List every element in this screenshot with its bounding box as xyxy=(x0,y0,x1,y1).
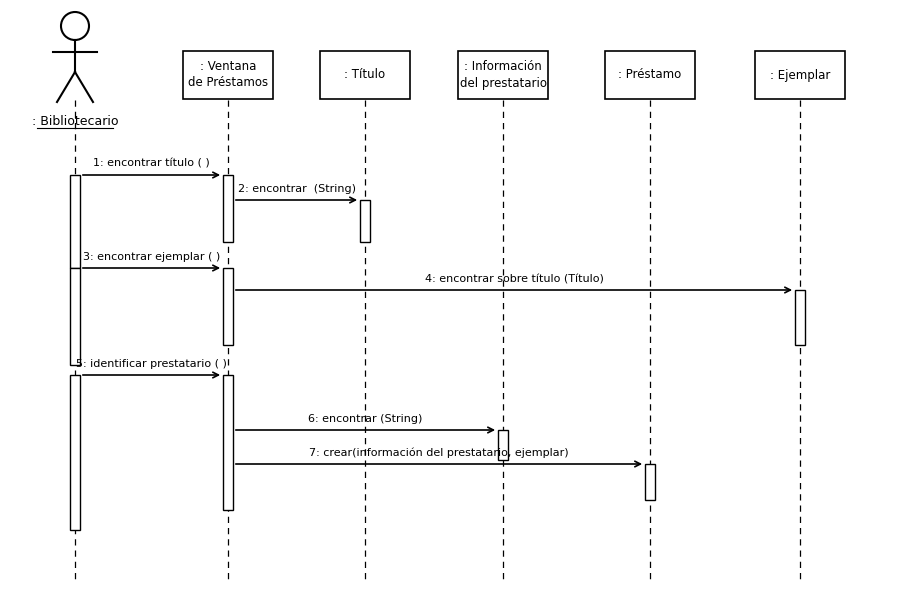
Text: 7: crear(información del prestatario, ejemplar): 7: crear(información del prestatario, ej… xyxy=(310,447,569,458)
Text: 4: encontrar sobre título (Título): 4: encontrar sobre título (Título) xyxy=(425,274,603,284)
Bar xyxy=(223,375,233,510)
Bar xyxy=(755,51,845,99)
Bar xyxy=(458,51,548,99)
Bar xyxy=(70,175,80,268)
Text: 3: encontrar ejemplar ( ): 3: encontrar ejemplar ( ) xyxy=(83,252,220,262)
Text: : Información
del prestatario: : Información del prestatario xyxy=(460,60,546,90)
Text: 2: encontrar  (String): 2: encontrar (String) xyxy=(238,184,356,194)
Bar xyxy=(795,290,805,345)
Bar xyxy=(320,51,410,99)
Text: : Ventana
de Préstamos: : Ventana de Préstamos xyxy=(188,60,268,90)
Text: : Título: : Título xyxy=(345,69,385,81)
Text: : Bibliotecario: : Bibliotecario xyxy=(32,115,118,128)
Bar xyxy=(605,51,695,99)
Bar xyxy=(70,375,80,530)
Bar xyxy=(498,430,508,460)
Bar xyxy=(223,268,233,345)
Text: : Ejemplar: : Ejemplar xyxy=(770,69,830,81)
Bar xyxy=(360,200,370,242)
Text: : Préstamo: : Préstamo xyxy=(618,69,681,81)
Text: 6: encontrar (String): 6: encontrar (String) xyxy=(309,414,423,424)
Text: 1: encontrar título ( ): 1: encontrar título ( ) xyxy=(93,159,210,169)
Text: 5: identificar prestatario ( ): 5: identificar prestatario ( ) xyxy=(76,359,227,369)
Bar xyxy=(70,268,80,365)
Bar xyxy=(223,175,233,242)
Bar xyxy=(183,51,273,99)
Bar xyxy=(645,464,655,500)
